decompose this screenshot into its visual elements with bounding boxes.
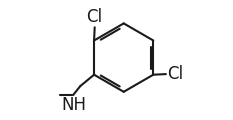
Text: Cl: Cl — [87, 8, 103, 26]
Text: NH: NH — [61, 96, 86, 114]
Text: Cl: Cl — [167, 65, 183, 83]
